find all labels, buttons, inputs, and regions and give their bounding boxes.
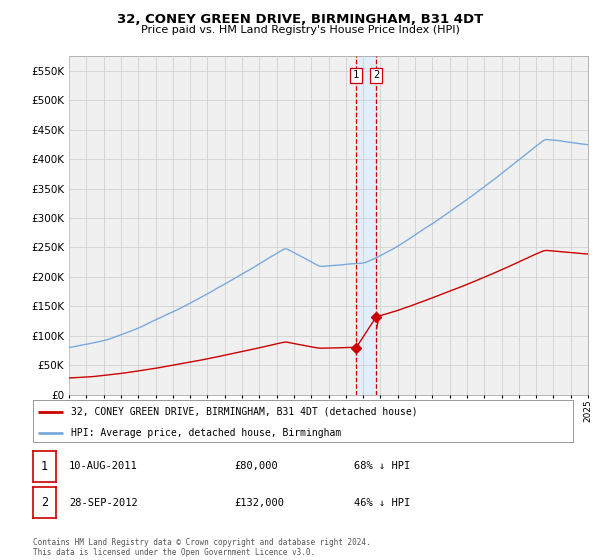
Text: Contains HM Land Registry data © Crown copyright and database right 2024.
This d: Contains HM Land Registry data © Crown c… [33, 538, 371, 557]
Text: 2: 2 [373, 71, 379, 81]
Text: 32, CONEY GREEN DRIVE, BIRMINGHAM, B31 4DT (detached house): 32, CONEY GREEN DRIVE, BIRMINGHAM, B31 4… [71, 407, 418, 417]
Text: 10-AUG-2011: 10-AUG-2011 [69, 461, 138, 471]
Text: 46% ↓ HPI: 46% ↓ HPI [354, 498, 410, 507]
Text: £132,000: £132,000 [234, 498, 284, 507]
Text: 1: 1 [353, 71, 359, 81]
Text: 2: 2 [41, 496, 48, 509]
Text: 28-SEP-2012: 28-SEP-2012 [69, 498, 138, 507]
Text: 32, CONEY GREEN DRIVE, BIRMINGHAM, B31 4DT: 32, CONEY GREEN DRIVE, BIRMINGHAM, B31 4… [117, 13, 483, 26]
Text: 68% ↓ HPI: 68% ↓ HPI [354, 461, 410, 471]
Text: £80,000: £80,000 [234, 461, 278, 471]
Text: Price paid vs. HM Land Registry's House Price Index (HPI): Price paid vs. HM Land Registry's House … [140, 25, 460, 35]
Text: 1: 1 [41, 460, 48, 473]
Text: HPI: Average price, detached house, Birmingham: HPI: Average price, detached house, Birm… [71, 428, 341, 438]
Bar [356, 56, 376, 395]
